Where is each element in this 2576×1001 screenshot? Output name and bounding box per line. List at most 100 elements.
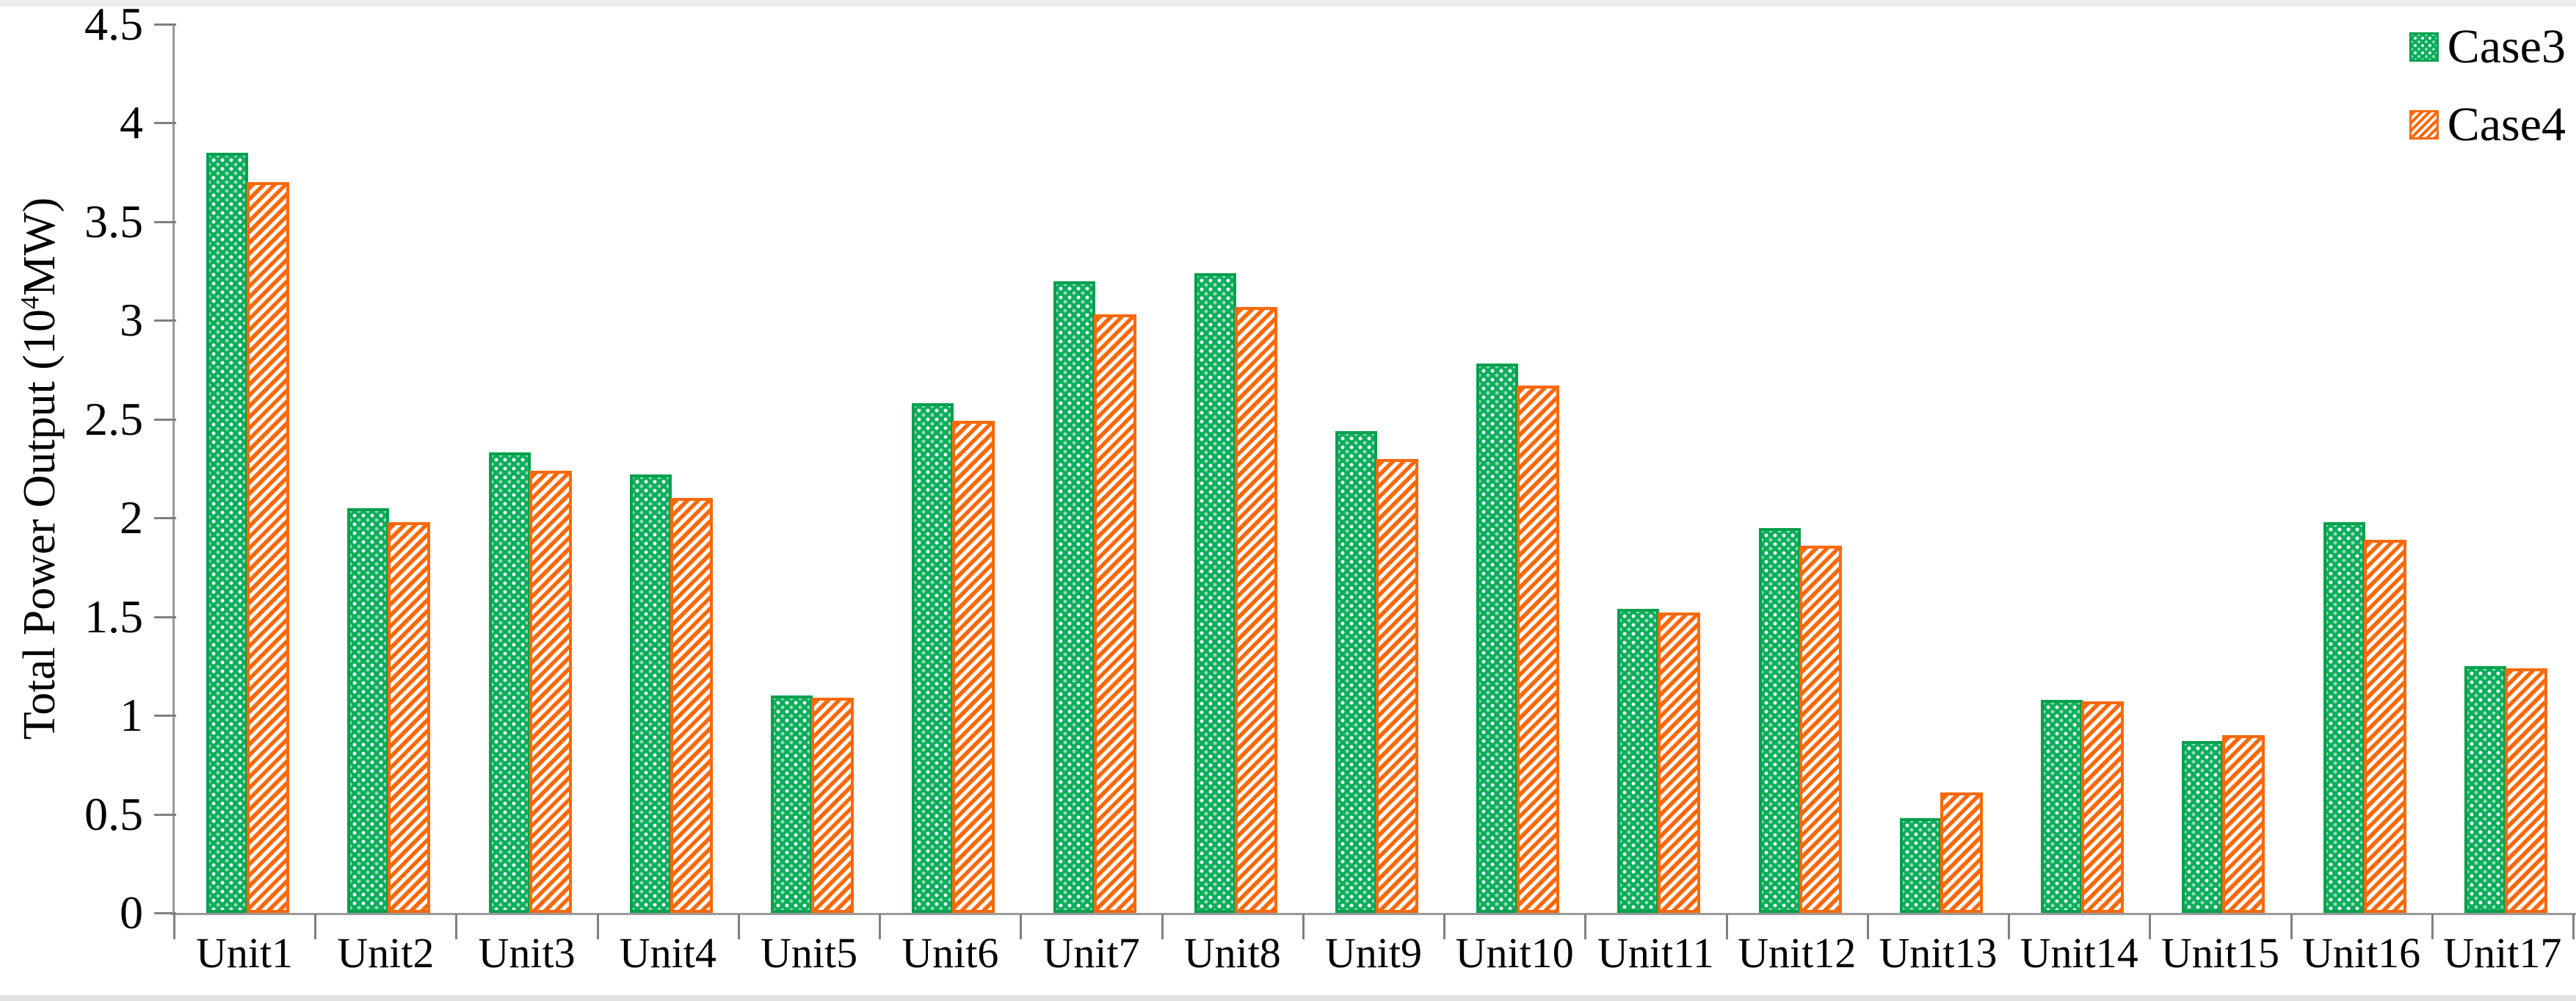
x-tick-label-unit9: Unit9 — [1324, 929, 1423, 977]
bar-case3-unit7 — [1053, 281, 1095, 913]
bar-case4-unit10 — [1517, 386, 1560, 913]
x-tick-label-unit13: Unit13 — [1879, 929, 1998, 977]
y-tick-mark — [154, 517, 176, 520]
x-tick-label-unit3: Unit3 — [478, 929, 576, 977]
top-edge-strip — [0, 0, 2576, 7]
bar-case4-unit9 — [1376, 459, 1418, 913]
x-tick-mark — [2572, 914, 2575, 939]
x-tick-label-unit14: Unit14 — [2020, 929, 2138, 977]
bar-case3-unit16 — [2323, 522, 2365, 913]
bar-case3-unit12 — [1758, 528, 1801, 913]
bar-case3-unit3 — [488, 452, 531, 913]
x-tick-label-unit1: Unit1 — [196, 929, 294, 977]
bar-case4-unit7 — [1093, 314, 1136, 913]
bar-case3-unit2 — [347, 508, 390, 913]
x-tick-mark — [1302, 914, 1305, 939]
bar-case3-unit10 — [1476, 364, 1519, 913]
y-tick-mark — [154, 615, 176, 618]
bar-case4-unit15 — [2222, 735, 2265, 913]
legend-label-case3: Case3 — [2447, 20, 2566, 73]
x-tick-label-unit10: Unit10 — [1455, 929, 1574, 977]
x-tick-mark — [2149, 914, 2152, 939]
bar-case4-unit17 — [2504, 668, 2547, 913]
bar-case4-unit5 — [811, 698, 855, 913]
x-tick-mark — [2008, 914, 2011, 939]
y-tick-label: 0 — [120, 886, 143, 939]
x-tick-mark — [455, 914, 458, 939]
bottom-edge-strip — [0, 995, 2576, 1001]
y-axis-title: Total Power Output (104MW) — [9, 24, 70, 913]
legend-item-case4: Case4 — [2409, 97, 2566, 153]
y-tick-mark — [154, 122, 176, 125]
bar-case3-unit9 — [1335, 431, 1377, 913]
x-tick-label-unit11: Unit11 — [1597, 929, 1714, 977]
bar-case3-unit4 — [629, 474, 672, 913]
x-tick-mark — [1866, 914, 1869, 939]
bar-case4-unit4 — [670, 498, 713, 913]
y-tick-label: 2 — [120, 491, 143, 544]
y-tick-label: 1.5 — [84, 590, 143, 643]
x-tick-label-unit5: Unit5 — [760, 929, 858, 977]
x-tick-mark — [737, 914, 740, 939]
legend-label-case4: Case4 — [2447, 98, 2566, 151]
y-tick-mark — [154, 715, 176, 718]
bar-case3-unit17 — [2464, 666, 2506, 913]
legend-swatch-case4-icon — [2409, 110, 2439, 140]
bar-case3-unit14 — [2041, 700, 2083, 913]
x-tick-mark — [173, 914, 175, 939]
legend: Case3 Case4 — [2409, 19, 2566, 175]
y-tick-mark — [154, 912, 176, 914]
x-tick-label-unit2: Unit2 — [337, 929, 435, 977]
x-tick-mark — [314, 914, 317, 939]
y-tick-mark — [154, 220, 176, 223]
y-tick-mark — [154, 24, 176, 26]
x-tick-label-unit15: Unit15 — [2160, 929, 2279, 977]
x-tick-mark — [1725, 914, 1728, 939]
bar-case3-unit5 — [771, 695, 813, 913]
bar-case3-unit15 — [2182, 741, 2224, 913]
x-tick-mark — [2290, 914, 2293, 939]
x-tick-label-unit6: Unit6 — [901, 929, 999, 977]
y-tick-mark — [154, 813, 176, 816]
bar-case3-unit6 — [912, 403, 954, 913]
x-tick-mark — [1161, 914, 1164, 939]
y-tick-label: 4 — [120, 96, 143, 149]
y-tick-label: 3.5 — [84, 195, 143, 247]
y-tick-mark — [154, 418, 176, 421]
bar-case4-unit11 — [1658, 612, 1701, 913]
x-tick-label-unit8: Unit8 — [1183, 929, 1281, 977]
bar-case4-unit6 — [952, 421, 995, 913]
x-tick-label-unit4: Unit4 — [619, 929, 716, 977]
x-tick-mark — [2431, 914, 2434, 939]
x-tick-mark — [596, 914, 599, 939]
x-tick-mark — [1020, 914, 1023, 939]
y-tick-label: 2.5 — [84, 392, 143, 445]
bar-case4-unit3 — [529, 471, 572, 913]
x-tick-label-unit12: Unit12 — [1738, 929, 1857, 977]
bar-case4-unit14 — [2081, 701, 2125, 913]
legend-item-case3: Case3 — [2409, 19, 2566, 75]
bar-case4-unit8 — [1234, 307, 1277, 913]
bar-case3-unit13 — [1899, 818, 1942, 913]
x-tick-label-unit7: Unit7 — [1042, 929, 1140, 977]
x-axis-line — [171, 913, 2576, 915]
x-tick-label-unit17: Unit17 — [2443, 929, 2562, 977]
y-tick-mark — [154, 319, 176, 322]
bar-case4-unit12 — [1799, 546, 1842, 913]
bar-case4-unit1 — [247, 182, 290, 913]
bar-case4-unit13 — [1940, 792, 1983, 913]
bar-case4-unit2 — [388, 522, 431, 913]
y-tick-label: 1 — [120, 689, 143, 742]
bar-case3-unit8 — [1194, 273, 1236, 913]
bar-case4-unit16 — [2363, 540, 2406, 913]
x-tick-mark — [879, 914, 882, 939]
x-tick-mark — [1443, 914, 1446, 939]
x-tick-label-unit16: Unit16 — [2302, 929, 2421, 977]
y-axis-line — [173, 24, 175, 915]
bar-case3-unit11 — [1617, 609, 1660, 913]
y-tick-label: 0.5 — [84, 787, 143, 840]
legend-swatch-case3-icon — [2409, 32, 2439, 62]
bar-case3-unit1 — [206, 153, 249, 913]
y-tick-label: 3 — [120, 294, 143, 347]
